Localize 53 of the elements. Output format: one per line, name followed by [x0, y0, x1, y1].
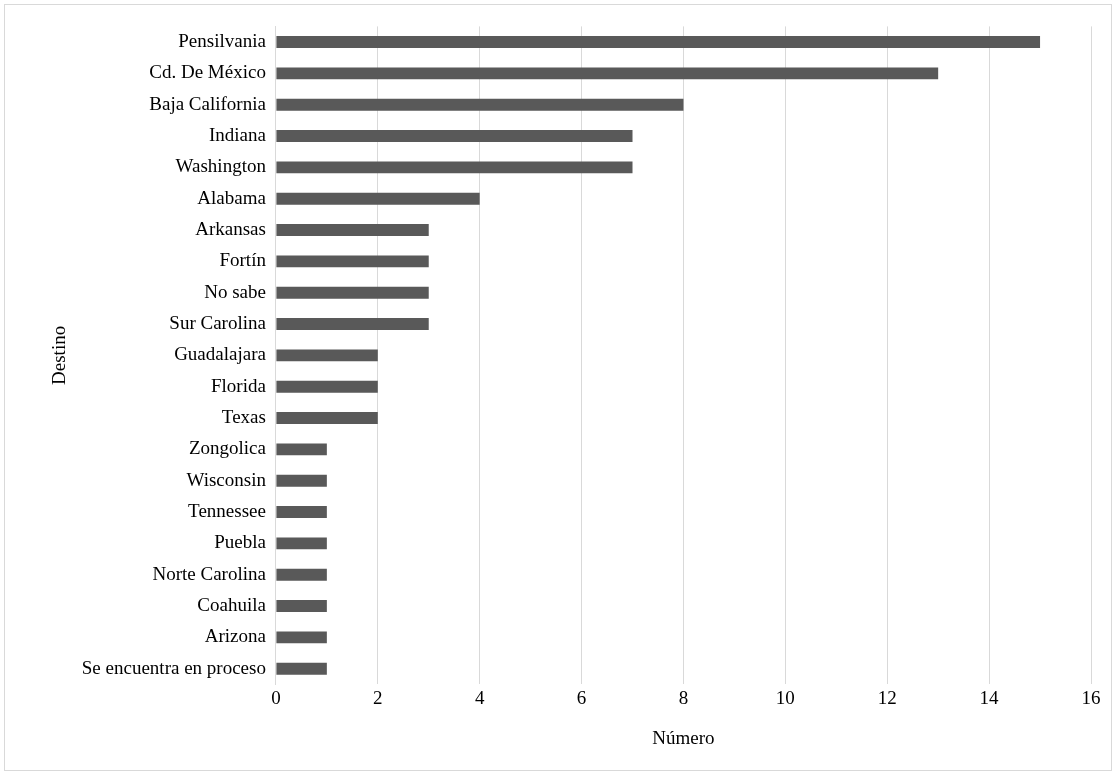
bar: [276, 98, 684, 111]
bar: [276, 255, 429, 268]
y-tick-label: Norte Carolina: [152, 562, 267, 584]
y-tick-label: Cd. De México: [149, 61, 266, 83]
bar: [276, 130, 633, 143]
x-tick-label: 4: [474, 686, 485, 708]
y-tick-label: Texas: [221, 406, 266, 428]
bar: [276, 36, 1041, 49]
x-tick-label: 14: [979, 686, 1000, 708]
bar: [276, 412, 378, 425]
bar: [276, 161, 633, 174]
bar: [276, 349, 378, 362]
y-tick-label: Guadalajara: [174, 343, 267, 365]
bar: [276, 224, 429, 237]
x-tick-label: 6: [576, 686, 587, 708]
x-axis-title: Número: [652, 726, 715, 748]
bar: [276, 662, 327, 675]
y-tick-label: Arkansas: [195, 218, 266, 240]
bar: [276, 568, 327, 581]
bar: [276, 443, 327, 456]
y-tick-label: Zongolica: [188, 437, 267, 459]
bar: [276, 192, 480, 205]
x-tick-label: 8: [678, 686, 689, 708]
bar: [276, 318, 429, 331]
x-tick-label: 0: [271, 686, 281, 708]
y-tick-label: Baja California: [149, 92, 267, 114]
y-tick-label: Wisconsin: [186, 468, 267, 490]
bar: [276, 67, 939, 80]
bar: [276, 600, 327, 613]
y-axis-title: Destino: [48, 325, 70, 385]
y-tick-label: Tennessee: [188, 500, 266, 522]
x-tick-label: 2: [373, 686, 383, 708]
x-tick-label: 12: [877, 686, 897, 708]
bar: [276, 474, 327, 487]
x-tick-label: 10: [775, 686, 795, 708]
y-tick-label: Fortín: [219, 249, 267, 271]
bar: [276, 506, 327, 519]
y-tick-label: Alabama: [197, 186, 267, 208]
y-tick-label: Indiana: [208, 124, 267, 146]
y-tick-label: Coahuila: [197, 594, 267, 616]
y-tick-label: Pensilvania: [178, 30, 267, 52]
y-tick-label: Sur Carolina: [169, 312, 267, 334]
y-tick-label: Se encuentra en proceso: [81, 656, 266, 678]
x-tick-label: 16: [1081, 686, 1101, 708]
bar: [276, 537, 327, 550]
bar: [276, 380, 378, 393]
y-tick-label: No sabe: [204, 280, 266, 302]
bar: [276, 631, 327, 644]
y-tick-label: Washington: [175, 155, 267, 177]
y-tick-label: Arizona: [204, 625, 267, 647]
bar: [276, 286, 429, 299]
y-tick-label: Puebla: [214, 531, 267, 553]
y-tick-label: Florida: [211, 374, 267, 396]
